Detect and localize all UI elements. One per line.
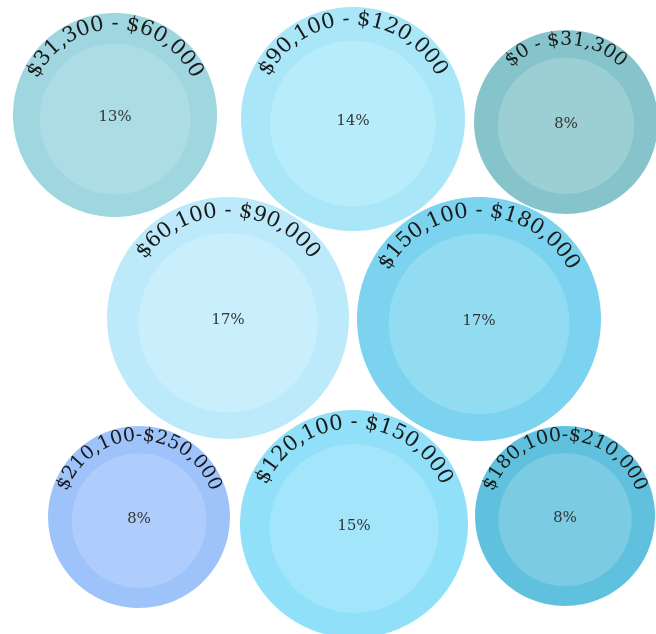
bubble-inner-150-100-180-000 xyxy=(388,233,570,415)
value-label-90-100-120-000: 14% xyxy=(336,111,369,129)
bubble-inner-0-31-300 xyxy=(497,57,635,194)
value-label-0-31-300: 8% xyxy=(554,114,578,132)
value-label-60-100-90-000: 17% xyxy=(211,310,244,328)
bubble-inner-180-100-210-000 xyxy=(498,452,632,587)
bubble-inner-60-100-90-000 xyxy=(138,233,318,413)
value-label-31-300-60-000: 13% xyxy=(98,107,131,125)
bubble-inner-90-100-120-000 xyxy=(270,40,436,207)
bubble-inner-31-300-60-000 xyxy=(39,43,191,195)
value-label-150-100-180-000: 17% xyxy=(462,311,495,329)
value-label-210-100-250-000: 8% xyxy=(127,509,151,527)
bubble-inner-120-100-150-000 xyxy=(269,444,439,613)
value-label-120-100-150-000: 15% xyxy=(337,516,370,534)
value-label-180-100-210-000: 8% xyxy=(553,508,577,526)
bubble-inner-210-100-250-000 xyxy=(71,453,207,588)
